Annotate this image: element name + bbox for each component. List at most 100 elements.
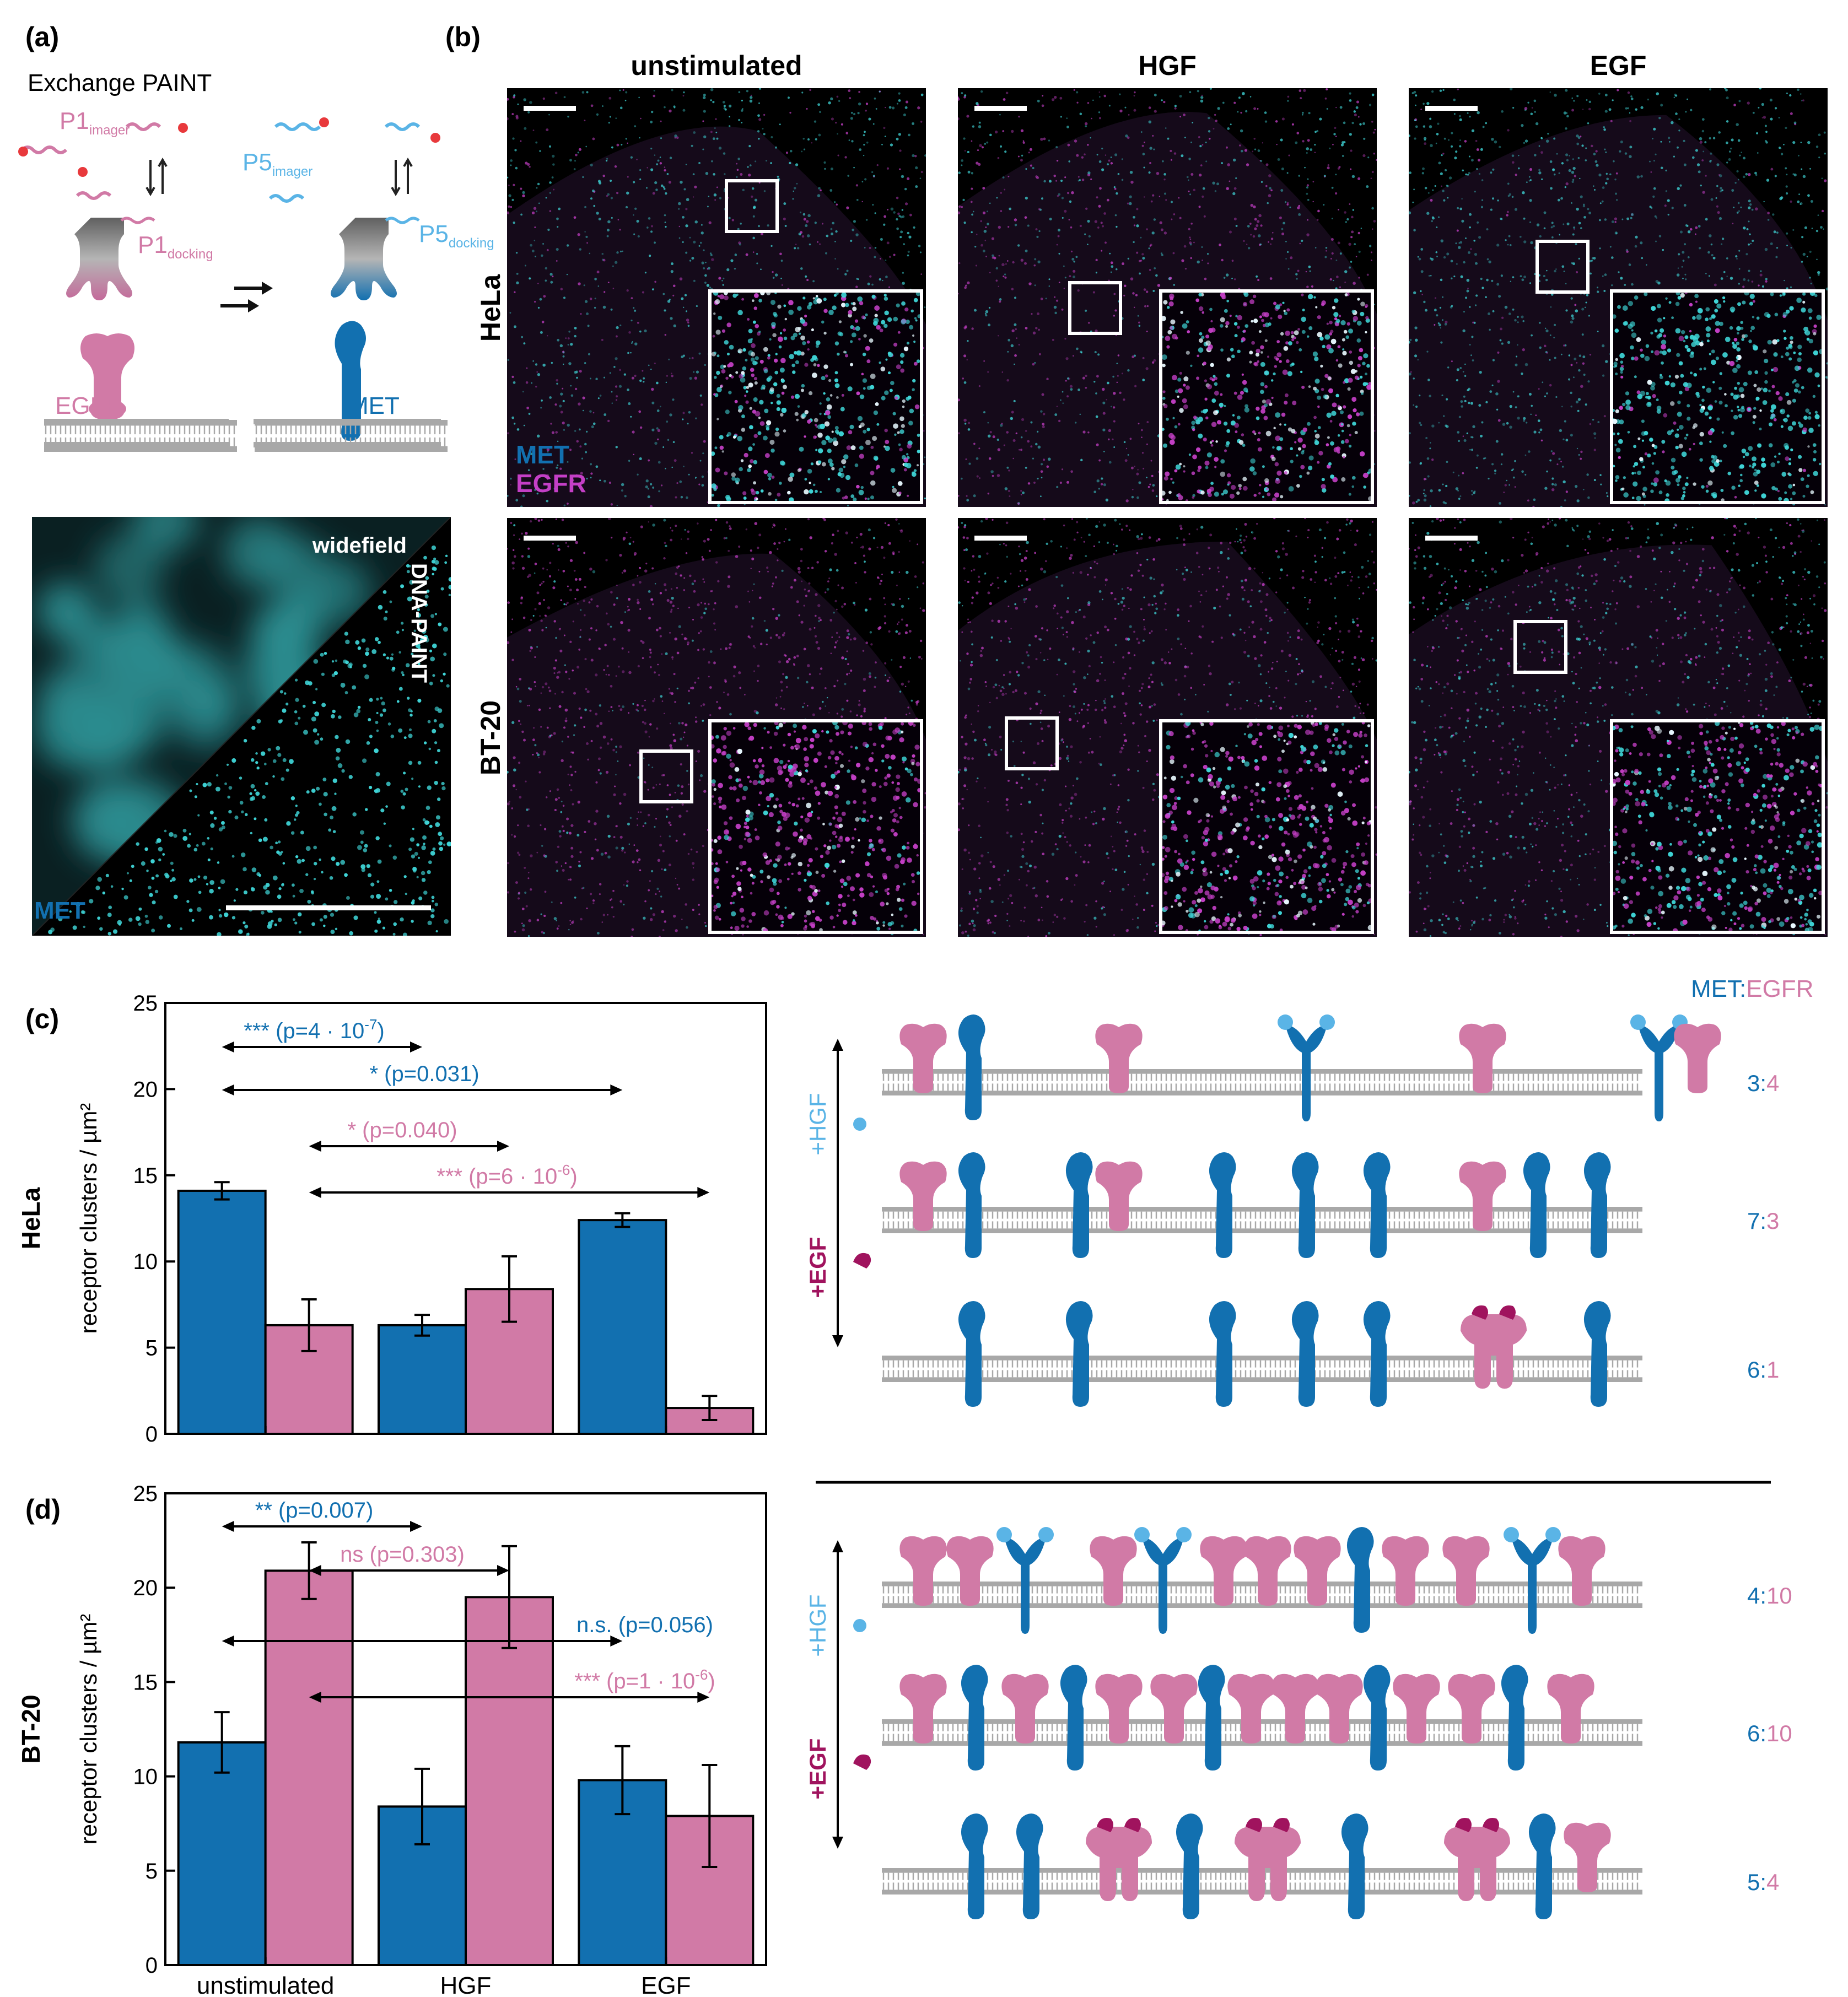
egfr-label: EGFR xyxy=(55,392,123,419)
row-title-bt20: BT-20 xyxy=(475,700,506,776)
met-receptor xyxy=(1291,1301,1319,1407)
egfr-receptor xyxy=(899,1161,947,1231)
met-receptor xyxy=(1209,1152,1236,1258)
egfr-dimer xyxy=(1235,1827,1301,1901)
egfr-receptor xyxy=(899,1674,947,1744)
egfr-receptor xyxy=(946,1536,994,1606)
membrane-bilayer xyxy=(882,1069,1642,1095)
hgf-ligand-icon xyxy=(1038,1527,1054,1542)
membrane-bilayer xyxy=(255,420,448,452)
scale-bar xyxy=(974,106,1027,111)
arrowhead xyxy=(222,1636,234,1647)
bar-chart-bt20: 0 5 10 15 20 25 receptor clusters / µm² BT-20 un… xyxy=(17,1482,767,1997)
significance-label: *** (p=6 · 10-6) xyxy=(437,1162,577,1189)
significance-label: n.s. (p=0.056) xyxy=(577,1613,713,1637)
significance-label: *** (p=1 · 10-6) xyxy=(574,1666,715,1693)
arrowhead xyxy=(697,1187,710,1198)
exchange-paint-schematic-met xyxy=(254,117,441,447)
met-channel-label: MET xyxy=(34,897,85,924)
met-receptor xyxy=(1528,1814,1556,1919)
antibody-shape xyxy=(66,218,132,300)
egfr-receptor xyxy=(1244,1536,1291,1606)
egfr-dimer xyxy=(1444,1827,1510,1901)
y-tick-label: 5 xyxy=(146,1336,158,1361)
met-hgf-complex xyxy=(1285,1025,1327,1121)
met-receptor xyxy=(335,321,366,441)
fluorophore-icon xyxy=(18,147,28,156)
fluorophore-icon xyxy=(78,167,88,177)
hgf-label: +HGF xyxy=(805,1093,831,1155)
met-receptor xyxy=(1341,1814,1369,1919)
met-receptor xyxy=(1209,1301,1236,1407)
egfr-receptor xyxy=(1200,1536,1247,1606)
bar-egfr-hgf xyxy=(465,1596,554,1966)
panel-a-title: Exchange PAINT xyxy=(28,69,212,96)
y-tick-label: 0 xyxy=(146,1953,158,1978)
egfr-receptor xyxy=(1547,1674,1594,1744)
met-hgf-complex xyxy=(1638,1025,1680,1121)
met-receptor xyxy=(1363,1301,1391,1407)
met-receptor xyxy=(1198,1665,1225,1771)
egfr-receptor xyxy=(1095,1023,1143,1093)
panel-d-letter: (d) xyxy=(25,1494,61,1525)
egfr-receptor xyxy=(899,1536,947,1606)
arrowhead xyxy=(497,1565,509,1576)
significance-label: ** (p=0.007) xyxy=(255,1498,374,1523)
x-tick-label: unstimulated xyxy=(197,1972,334,1997)
egfr-receptor xyxy=(1459,1161,1506,1231)
p1-docking-label: P1docking xyxy=(138,231,213,262)
ratio-legend: MET:EGFR xyxy=(1691,975,1814,1002)
zoom-inset xyxy=(1610,719,1825,934)
egfr-receptor xyxy=(1393,1674,1440,1744)
met-receptor xyxy=(961,1814,988,1919)
legend-egfr: EGFR xyxy=(516,469,586,498)
arrowhead xyxy=(410,1041,422,1053)
egfr-receptor xyxy=(1095,1161,1143,1231)
arrowhead xyxy=(309,1187,321,1198)
membrane-bilayer xyxy=(882,1719,1642,1746)
fluorophore-icon xyxy=(430,133,440,143)
egf-ligand-icon xyxy=(1124,1818,1141,1832)
arrowhead xyxy=(697,1692,710,1703)
hgf-ligand-icon xyxy=(1176,1527,1192,1542)
egf-ligand-icon xyxy=(1472,1305,1488,1320)
row-label: BT-20 xyxy=(17,1694,45,1763)
x-tick-label: EGF xyxy=(641,1972,691,1997)
arrowhead xyxy=(497,1141,509,1152)
column-title-egf: EGF xyxy=(1590,50,1647,81)
y-tick-label: 15 xyxy=(133,1164,158,1188)
p1-imager-strand xyxy=(125,122,161,131)
arrowhead xyxy=(309,1692,321,1703)
arrowhead xyxy=(832,1335,843,1347)
egf-ligand-icon xyxy=(1273,1818,1290,1832)
membrane-bilayer xyxy=(882,1207,1642,1233)
p5-docking-strand xyxy=(385,217,420,224)
met-receptor xyxy=(958,1301,985,1407)
significance-label: ns (p=0.303) xyxy=(340,1542,465,1567)
roi-box xyxy=(1068,281,1122,335)
membrane-bilayer xyxy=(44,420,237,452)
egfr-receptor xyxy=(1271,1674,1319,1744)
bar-met-unstimulated xyxy=(177,1741,267,1966)
y-tick-label: 10 xyxy=(133,1765,158,1789)
exchange-arrows xyxy=(220,282,273,312)
p1-imager-label: P1imager xyxy=(60,107,130,138)
hgf-ligand-icon xyxy=(1545,1527,1561,1542)
met-receptor xyxy=(1583,1152,1611,1258)
egf-ligand-icon xyxy=(1483,1818,1499,1832)
met-receptor xyxy=(1016,1814,1043,1919)
y-tick-label: 20 xyxy=(133,1576,158,1600)
egfr-receptor xyxy=(80,333,134,420)
met-hgf-complex xyxy=(1142,1537,1184,1634)
zoom-inset xyxy=(708,719,923,934)
met-receptor xyxy=(961,1665,988,1771)
zoom-inset xyxy=(1610,289,1825,504)
hgf-ligand-icon xyxy=(996,1527,1012,1542)
egfr-receptor xyxy=(899,1023,947,1093)
p5-docking-label: P5docking xyxy=(419,220,494,251)
significance-label: * (p=0.040) xyxy=(347,1118,457,1142)
p5-imager-strand xyxy=(384,122,421,131)
met-receptor xyxy=(1583,1301,1611,1407)
egfr-dimer xyxy=(1086,1827,1152,1901)
met-hgf-complex xyxy=(1004,1537,1046,1634)
